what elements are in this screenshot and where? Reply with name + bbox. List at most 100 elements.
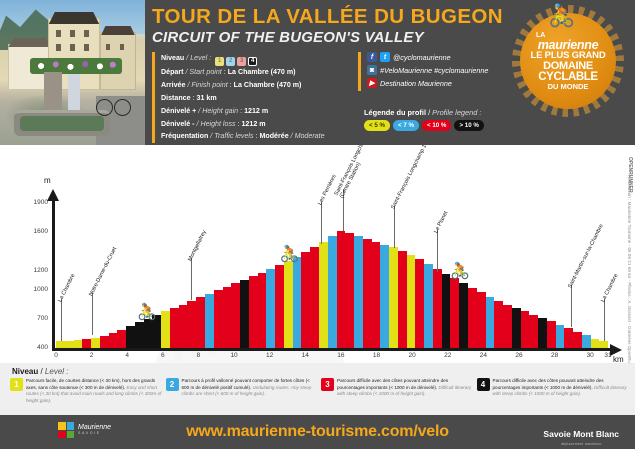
x-axis-unit: km: [613, 355, 624, 363]
y-tick-400: 400: [37, 344, 48, 351]
x-tick-10: 10: [230, 352, 238, 359]
legend-chip-under5: < 5 %: [364, 120, 390, 131]
x-tick-20: 20: [408, 352, 416, 359]
social-row-youtube[interactable]: ▶ Destination Maurienne: [367, 78, 508, 88]
elevation-bar: [117, 329, 127, 348]
elevation-bar: [64, 341, 74, 348]
elevation-bar: [441, 273, 451, 348]
info-row-loss: Dénivelé - / Height loss : 1212 m: [161, 119, 266, 128]
y-tick-1900: 1900: [33, 199, 48, 206]
elevation-bar: [283, 261, 293, 348]
elevation-bar: [73, 340, 83, 348]
social-row-instagram[interactable]: ◙ #VeloMaurienne #cyclomaurienne: [367, 65, 508, 75]
elevation-bar: [196, 297, 206, 348]
traffic-value-en: Moderate: [294, 132, 325, 141]
social-handle: @cyclomaurienne: [393, 52, 451, 62]
elevation-bar: [494, 300, 504, 348]
title-french: TOUR DE LA VALLÉE DU BUGEON: [152, 5, 503, 28]
logo-line1: LE PLUS GRAND: [530, 50, 606, 61]
elevation-bar: [362, 238, 372, 348]
elevation-bar: [555, 324, 565, 348]
elevation-bar: [248, 276, 258, 348]
info-row-gain: Dénivelé + / Height gain : 1212 m: [161, 106, 269, 115]
social-hashtags: #VeloMaurienne #cyclomaurienne: [380, 65, 489, 75]
website-url[interactable]: www.maurienne-tourisme.com/velo: [186, 423, 449, 440]
cyclist-icon: 🚴: [137, 303, 157, 321]
level-badge-2[interactable]: 2: [226, 56, 236, 66]
credit-text: Réalisation : Maurienne Tourisme - 06 09…: [627, 175, 632, 363]
x-tick-4: 4: [125, 352, 130, 359]
photo-bicycle: [96, 88, 132, 116]
elevation-bar: [134, 322, 144, 348]
logo-maurienne: maurienne: [537, 37, 599, 52]
photo-window: [56, 44, 61, 51]
elevation-bar: [292, 256, 302, 348]
maurienne-brand-logo: 🚴 LA maurienne LE PLUS GRAND DOMAINE CYC…: [512, 3, 624, 117]
photo-window: [120, 44, 124, 50]
maurienne-wordmark: Maurienne SAVOIE: [78, 424, 111, 436]
youtube-icon[interactable]: ▶: [367, 78, 377, 88]
elevation-bar: [389, 247, 398, 348]
level-legend-item-2: 2 Parcours à profil vallonné pouvant com…: [165, 378, 318, 404]
social-row-twitter[interactable]: f t @cyclomaurienne: [367, 52, 508, 62]
elevation-bars: [56, 203, 609, 348]
poi-label: Saint-François Longchamp (Centre Station…: [333, 145, 369, 200]
photo-roof-right: [101, 26, 135, 35]
elevation-bar: [161, 311, 170, 348]
instagram-icon[interactable]: ◙: [367, 65, 377, 75]
twitter-icon[interactable]: t: [380, 52, 390, 62]
elevation-bar: [581, 335, 591, 348]
header-band: TOUR DE LA VALLÉE DU BUGEON CIRCUIT OF T…: [0, 0, 635, 145]
level-badge-4-active[interactable]: 4: [248, 56, 258, 66]
photo-person: [68, 72, 80, 112]
maurienne-savoie-logo: Maurienne SAVOIE: [58, 422, 111, 438]
elevation-bar: [336, 231, 346, 348]
x-tick-28: 28: [550, 352, 559, 359]
openrunner-logo: OPENRUNNER: [627, 157, 633, 193]
x-tick-18: 18: [372, 352, 381, 359]
level-legend-badge-4: 4: [476, 378, 490, 391]
elevation-bar: [424, 263, 433, 348]
legend-chip-over10: > 10 %: [454, 120, 484, 131]
finish-label-fr: Arrivée: [161, 80, 186, 89]
photo-window: [84, 30, 89, 37]
elevation-bar: [397, 251, 407, 348]
elevation-bar: [529, 314, 539, 348]
info-row-distance: Distance : 31 km: [161, 93, 217, 102]
elevation-bar: [169, 308, 179, 348]
level-legend-text-1: Parcours facile, de courtes distance (< …: [26, 378, 162, 404]
x-axis-arrow: [610, 344, 622, 356]
elevation-bar: [406, 255, 416, 348]
elevation-bar: [266, 269, 276, 348]
elevation-bar: [564, 328, 574, 348]
logo-text: LA maurienne LE PLUS GRAND DOMAINE CYCLA…: [520, 13, 616, 109]
logo-line2: DOMAINE: [543, 59, 593, 72]
finish-value: La Chambre (470 m): [233, 80, 302, 89]
level-badge-3[interactable]: 3: [237, 56, 247, 66]
legend-chip-group: < 5 % < 7 % < 10 % > 10 %: [364, 120, 558, 131]
elevation-bar: [257, 272, 267, 348]
level-label-fr: Niveau: [161, 54, 185, 62]
x-tick-24: 24: [479, 352, 487, 359]
legend-chip-under7: < 7 %: [393, 120, 419, 131]
level-badge-1[interactable]: 1: [215, 56, 225, 66]
plot-region: [56, 203, 609, 348]
level-desc-fr-3: Parcours difficile avec des côtes pouvan…: [337, 378, 448, 390]
level-legend-badge-1: 1: [10, 378, 23, 391]
photo-flower-box: [30, 58, 122, 74]
photo-roof-left: [8, 38, 52, 47]
facebook-icon[interactable]: f: [367, 52, 377, 62]
social-channel: Destination Maurienne: [380, 78, 452, 88]
level-legend-band: Niveau / Level : 1 Parcours facile, de c…: [0, 363, 635, 415]
elevation-bar: [143, 318, 153, 348]
traffic-label-fr: Fréquentation: [161, 132, 209, 141]
smb-text: Savoie Mont Blanc: [543, 429, 619, 439]
x-tick-0: 0: [54, 352, 58, 359]
level-legend-item-1: 1 Parcours facile, de courtes distance (…: [10, 378, 162, 404]
level-legend-badge-3: 3: [321, 378, 334, 391]
photo-roof-main: [48, 12, 100, 24]
elevation-bar: [590, 338, 600, 348]
elevation-bar: [354, 235, 363, 348]
poi-leader-line: [437, 229, 439, 272]
